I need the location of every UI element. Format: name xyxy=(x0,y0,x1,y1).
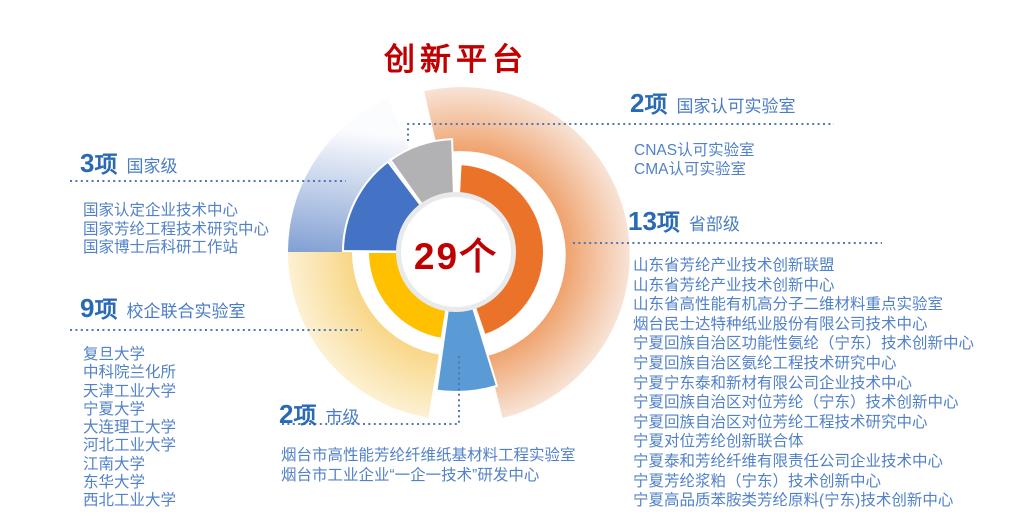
list-item: 山东省芳纶产业技术创新联盟 xyxy=(633,257,835,274)
section-city: 2项 市级 烟台市高性能芳纶纤维纸基材料工程实验室 烟台市工业企业“一企一技术”研… xyxy=(279,399,576,486)
list-item: 天津工业大学 xyxy=(83,382,177,400)
list-item: 宁夏对位芳纶创新联合体 xyxy=(633,433,804,451)
list-item: 中科院兰化所 xyxy=(83,364,177,382)
section-national-accredited: 2项 国家认可实验室 CNAS认可实验室 CMA认可实验室 xyxy=(630,88,795,179)
section-item-list: 烟台市高性能芳纶纤维纸基材料工程实验室 烟台市工业企业“一企一技术”研发中心 xyxy=(279,446,576,486)
section-heading: 13项 省部级 xyxy=(628,206,974,240)
list-item: 西北工业大学 xyxy=(83,492,177,510)
section-label: 国家级 xyxy=(126,157,178,176)
chart-center-total: 29个 xyxy=(413,236,499,277)
section-heading: 2项 市级 xyxy=(279,399,576,433)
list-item: 宁夏高品质苯胺类芳纶原料(宁东)技术创新中心 xyxy=(633,492,954,510)
section-count: 9项 xyxy=(80,293,118,323)
section-count: 13项 xyxy=(628,206,680,236)
section-heading: 9项 校企联合实验室 xyxy=(80,293,245,327)
page-title: 创新平台 xyxy=(384,42,528,77)
outer-arc-provincial-outer xyxy=(424,87,630,419)
list-item: 宁夏回族自治区氨纶工程技术研究中心 xyxy=(633,354,897,372)
section-joint-lab: 9项 校企联合实验室 复旦大学 中科院兰化所 天津工业大学 宁夏大学 大连理工大学 河北工… xyxy=(80,293,245,511)
list-item: 宁夏回族自治区对位芳纶工程技术研究中心 xyxy=(633,413,928,431)
section-item-list: 国家认定企业技术中心 国家芳纶工程技术研究中心 国家博士后科研工作站 xyxy=(80,202,269,258)
list-item: 宁夏回族自治区功能性氨纶（宁东）技术创新中心 xyxy=(633,335,975,353)
conn-city xyxy=(280,356,460,425)
list-item: CMA认可实验室 xyxy=(634,161,746,178)
section-label: 国家认可实验室 xyxy=(676,97,796,116)
list-item: 烟台民士达特种纸业股份有限公司技术中心 xyxy=(633,315,928,333)
list-item: 山东省高性能有机高分子二维材料重点实验室 xyxy=(633,296,944,314)
list-item: 国家认定企业技术中心 xyxy=(83,202,239,219)
section-label: 省部级 xyxy=(688,215,740,234)
list-item: 国家芳纶工程技术研究中心 xyxy=(83,220,270,238)
section-provincial: 13项 省部级 山东省芳纶产业技术创新联盟 山东省芳纶产业技术创新中心山东省高性能… xyxy=(628,206,974,511)
donut-hole xyxy=(401,197,511,307)
list-item: CNAS认可实验室 xyxy=(634,142,755,159)
section-item-list: 山东省芳纶产业技术创新联盟 山东省芳纶产业技术创新中心山东省高性能有机高分子二维材… xyxy=(628,256,974,511)
section-heading: 3项 国家级 xyxy=(80,148,269,182)
list-item: 宁夏泰和芳纶纤维有限责任公司企业技术中心 xyxy=(633,452,944,470)
section-national: 3项 国家级 国家认定企业技术中心 国家芳纶工程技术研究中心 国家博士后科研工作站 xyxy=(80,148,269,258)
section-item-list: CNAS认可实验室 CMA认可实验室 xyxy=(630,141,795,179)
list-item: 河北工业大学 xyxy=(83,437,177,455)
list-item: 宁夏大学 xyxy=(83,400,146,418)
section-label: 市级 xyxy=(325,408,360,427)
section-item-list: 复旦大学 中科院兰化所 天津工业大学 宁夏大学 大连理工大学 河北工业大学 江南大学 东华大学… xyxy=(80,346,245,511)
list-item: 江南大学 xyxy=(83,455,146,473)
outer-arc-joint-lab-outer xyxy=(287,252,439,418)
section-count: 2项 xyxy=(279,399,317,429)
section-count: 2项 xyxy=(630,88,668,118)
section-heading: 2项 国家认可实验室 xyxy=(630,88,795,122)
list-item: 宁夏宁东泰和新材有限公司企业技术中心 xyxy=(633,374,913,392)
list-item: 国家博士后科研工作站 xyxy=(83,239,239,256)
list-item: 东华大学 xyxy=(83,474,146,492)
list-item: 宁夏回族自治区对位芳纶（宁东）技术创新中心 xyxy=(633,394,959,412)
list-item: 复旦大学 xyxy=(83,346,146,363)
list-item: 大连理工大学 xyxy=(83,419,177,437)
list-item: 山东省芳纶产业技术创新中心 xyxy=(633,276,835,294)
section-label: 校企联合实验室 xyxy=(126,302,246,321)
list-item: 烟台市工业企业“一企一技术”研发中心 xyxy=(281,467,540,484)
list-item: 宁夏芳纶浆粕（宁东）技术创新中心 xyxy=(633,472,882,490)
list-item: 烟台市高性能芳纶纤维纸基材料工程实验室 xyxy=(281,447,576,464)
outer-arc-national-outer xyxy=(287,98,414,253)
section-count: 3项 xyxy=(80,148,118,178)
conn-national-accredited xyxy=(407,123,834,141)
